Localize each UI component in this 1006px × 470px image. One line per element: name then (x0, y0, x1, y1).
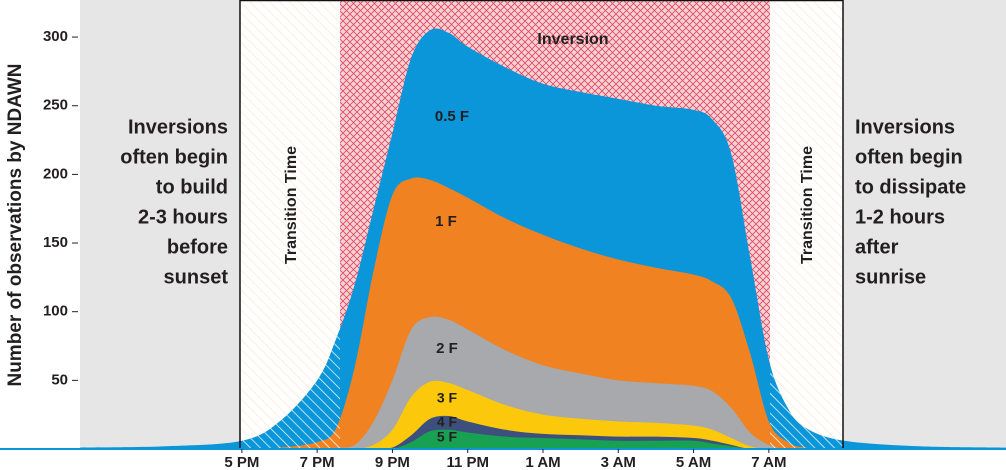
x-tick-label: 9 PM (375, 454, 410, 470)
y-tick-label: 50 (51, 371, 68, 388)
series-label: 4 F (437, 414, 458, 430)
y-tick-label: 300 (43, 28, 68, 45)
area (80, 429, 1006, 449)
x-tick-label: 1 AM (525, 454, 560, 470)
series-label: 5 F (437, 429, 458, 445)
x-tick-label: 3 AM (601, 454, 636, 470)
zone-label: Transition Time (283, 146, 300, 264)
annotation: before (167, 236, 228, 258)
post-panel (843, 0, 1006, 449)
annotation: sunrise (855, 266, 926, 288)
area (80, 177, 1006, 449)
transition-overlay (770, 0, 843, 449)
annotation: to build (156, 176, 228, 198)
y-tick-label: 150 (43, 234, 68, 251)
y-axis-label: Number of observations by NDAWN (5, 63, 26, 386)
y-tick-label: 100 (43, 303, 68, 320)
annotation: 2-3 hours (138, 206, 228, 228)
annotation: Inversions (855, 116, 955, 138)
y-tick-label: 200 (43, 165, 68, 182)
x-tick-label: 5 AM (676, 454, 711, 470)
annotation: often begin (120, 146, 228, 168)
x-tick-label: 7 PM (300, 454, 335, 470)
x-tick-label: 5 PM (224, 454, 259, 470)
annotation: often begin (855, 146, 963, 168)
x-tick-label: 11 PM (446, 454, 489, 470)
series-label: 2 F (436, 340, 458, 357)
series-label: 3 F (437, 390, 458, 406)
annotation: sunset (164, 266, 229, 288)
area (80, 316, 1006, 449)
series-label: 0.5 F (435, 108, 469, 125)
zone-label: Inversion (537, 31, 608, 48)
annotation: after (855, 236, 899, 258)
series-label: 1 F (435, 213, 457, 230)
x-tick-label: 7 AM (751, 454, 786, 470)
area (80, 380, 1006, 449)
y-tick-label: 250 (43, 97, 68, 114)
annotation: 1-2 hours (855, 206, 945, 228)
annotation: Inversions (128, 116, 228, 138)
transition-overlay (240, 0, 340, 449)
annotation: to dissipate (855, 176, 966, 198)
pre-panel (80, 0, 240, 449)
zone-label: Transition Time (799, 146, 816, 264)
